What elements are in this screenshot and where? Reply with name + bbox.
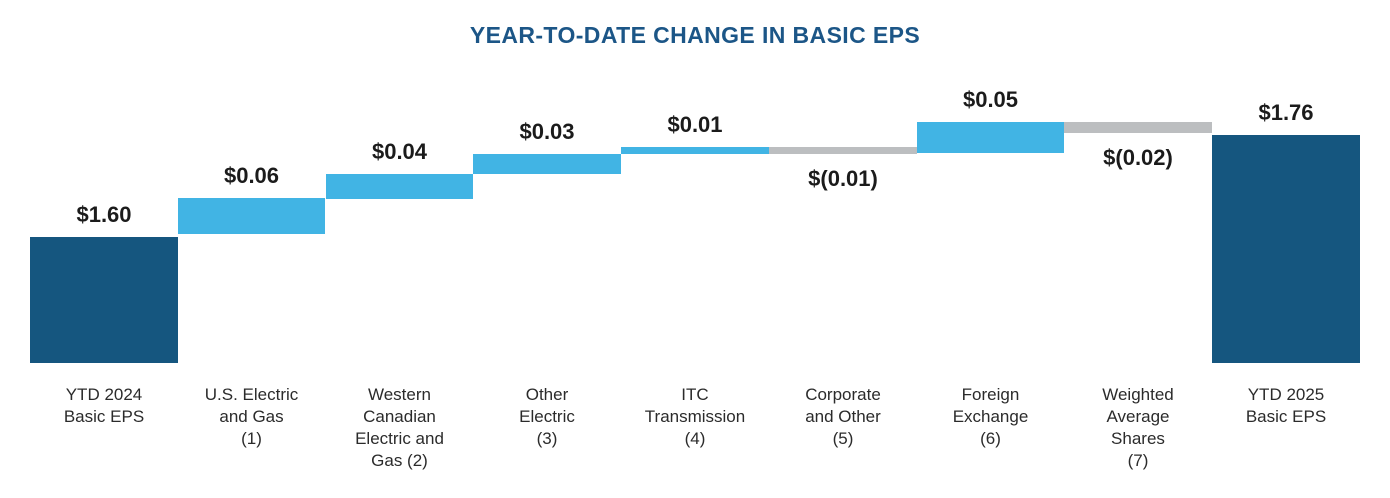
category-label-line: Basic EPS — [1245, 407, 1327, 426]
category-label-line: Weighted — [1102, 385, 1174, 404]
bar-category-label: Foreign Exchange (6) — [953, 384, 1029, 450]
bar-category-label: Other Electric (3) — [519, 384, 575, 450]
waterfall-bar-increase — [917, 122, 1064, 153]
waterfall-bar-decrease — [1064, 122, 1212, 133]
bar-category-label: ITC Transmission (4) — [645, 384, 745, 450]
category-label-line: Basic EPS — [63, 407, 145, 426]
bar-category-label: U.S. Electric and Gas (1) — [205, 384, 299, 450]
bar-value-label: $0.04 — [371, 139, 428, 164]
bar-category-label: YTD 2025 Basic EPS — [1246, 384, 1326, 428]
category-label-line: Electric and — [355, 429, 444, 448]
bar-category-label: Western Canadian Electric and Gas (2) — [355, 384, 444, 472]
category-label-line: U.S. Electric — [204, 385, 299, 404]
category-label-line: Shares — [1111, 429, 1165, 448]
waterfall-bar-total — [30, 237, 178, 363]
bar-value-label: $1.76 — [1258, 100, 1314, 125]
category-label-line: ITC — [681, 385, 709, 404]
bar-category-label: Weighted Average Shares (7) — [1102, 384, 1174, 472]
category-label-line: Canadian — [363, 407, 436, 426]
bar-value-label: $(0.01) — [808, 166, 878, 191]
category-label-line: Exchange — [952, 407, 1029, 426]
category-label-line: (4) — [684, 429, 706, 448]
waterfall-bar-total — [1212, 135, 1360, 363]
waterfall-bar-decrease — [769, 147, 917, 154]
category-label-line: (7) — [1127, 451, 1149, 470]
bar-value-label: $0.05 — [962, 87, 1019, 112]
category-label-line: Corporate — [805, 385, 881, 404]
bar-value-label: $1.60 — [76, 202, 132, 227]
bar-value-label: $0.06 — [223, 163, 280, 188]
category-label-line: Transmission — [644, 407, 746, 426]
bar-value-label: $0.01 — [667, 112, 723, 137]
chart-title: YEAR-TO-DATE CHANGE IN BASIC EPS — [469, 22, 921, 48]
category-label-line: Electric — [519, 407, 575, 426]
waterfall-bar-increase — [621, 147, 769, 154]
category-label-line: (5) — [832, 429, 854, 448]
category-label-line: and Other — [805, 407, 881, 426]
bar-category-label: Corporate and Other (5) — [805, 384, 881, 450]
waterfall-bar-increase — [326, 174, 473, 199]
bar-value-label: $0.03 — [519, 119, 575, 144]
bar-value-label: $(0.02) — [1103, 145, 1173, 170]
waterfall-bar-increase — [473, 154, 621, 174]
category-label-line: YTD 2025 — [1247, 385, 1325, 404]
category-label-line: (3) — [536, 429, 558, 448]
category-label-line: (1) — [241, 429, 262, 448]
category-label-line: Western — [367, 385, 431, 404]
category-label-line: (6) — [980, 429, 1001, 448]
category-label-line: YTD 2024 — [65, 385, 143, 404]
category-label-line: Other — [525, 385, 569, 404]
waterfall-bar-increase — [178, 198, 325, 234]
category-label-line: Average — [1106, 407, 1170, 426]
category-label-line: Gas (2) — [371, 451, 428, 470]
category-label-line: and Gas — [219, 407, 284, 426]
category-label-line: Foreign — [961, 385, 1020, 404]
bar-category-label: YTD 2024 Basic EPS — [64, 384, 144, 428]
